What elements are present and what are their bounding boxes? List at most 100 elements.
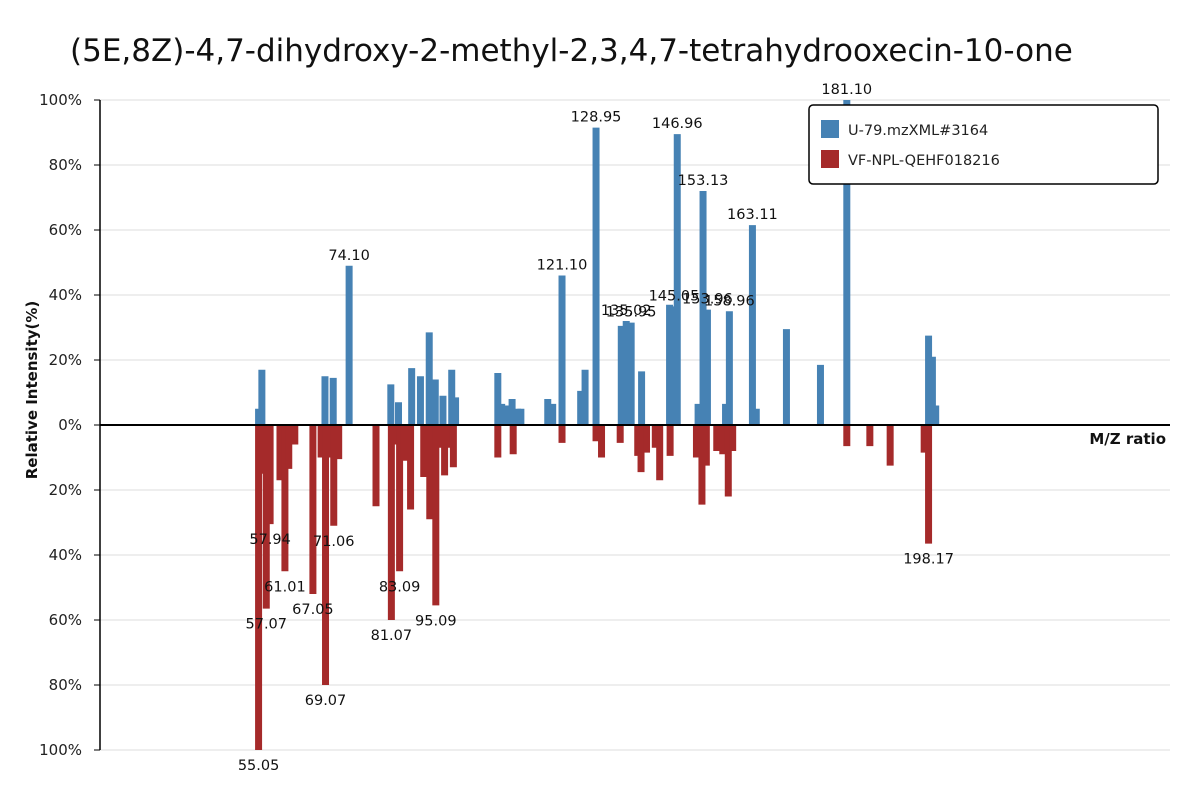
reference-peak-bar xyxy=(262,425,270,609)
reference-peak-bar xyxy=(330,425,338,526)
reference-peak-bar xyxy=(843,425,851,447)
reference-peak-bar xyxy=(266,425,274,525)
peak-label: 181.10 xyxy=(821,82,872,98)
reference-peak-bar xyxy=(713,425,721,451)
reference-peak-bar xyxy=(702,425,710,466)
reference-peak-bar xyxy=(432,425,440,606)
y-tick-label: 40% xyxy=(49,286,82,304)
reference-peak-bar xyxy=(372,425,380,507)
reference-peak-bar xyxy=(698,425,706,505)
measured-peak-bar xyxy=(816,364,824,425)
peak-label: 57.94 xyxy=(249,532,291,548)
measured-peak-bar xyxy=(752,408,760,425)
reference-peak-bar xyxy=(407,425,415,510)
legend-label-measured: U-79.mzXML#3164 xyxy=(848,123,988,139)
measured-peak-bar xyxy=(452,397,460,425)
reference-peak-bar xyxy=(258,425,266,474)
reference-peak-bar xyxy=(335,425,343,460)
reference-peak-bar xyxy=(637,425,645,473)
measured-peak-bar xyxy=(782,329,790,425)
measured-peak-bar xyxy=(694,403,702,425)
measured-peak-bar xyxy=(592,127,600,425)
reference-peak-bar xyxy=(729,425,737,451)
legend-swatch-measured xyxy=(821,120,839,138)
peak-label: 61.01 xyxy=(264,579,306,595)
measured-peak-bar xyxy=(699,191,707,425)
legend: U-79.mzXML#3164 VF-NPL-QEHF018216 xyxy=(808,104,1159,185)
measured-peak-bar xyxy=(329,377,337,425)
peak-label: 95.09 xyxy=(415,613,457,629)
measured-peak-bar xyxy=(725,311,733,425)
y-tick-label: 20% xyxy=(49,351,82,369)
measured-peak-bar xyxy=(627,322,635,425)
measured-peak-bar xyxy=(408,368,416,425)
reference-peak-bar xyxy=(692,425,700,458)
reference-peak-bar xyxy=(441,425,449,476)
measured-peak-bar xyxy=(258,369,266,425)
reference-peak-bar xyxy=(724,425,732,497)
measured-peak-bar xyxy=(577,390,585,425)
reference-peak-bar xyxy=(387,425,395,620)
measured-peak-bar xyxy=(549,403,557,425)
peak-label: 71.06 xyxy=(313,534,355,550)
reference-peak-bar xyxy=(643,425,651,453)
reference-peak-bar xyxy=(420,425,428,477)
reference-peak-bar xyxy=(494,425,502,458)
reference-peak-bar xyxy=(558,425,566,443)
spectrum-bars xyxy=(255,100,940,750)
reference-peak-bar xyxy=(436,425,444,448)
reference-peak-bar xyxy=(616,425,624,443)
reference-peak-bar xyxy=(285,425,293,469)
peak-label: 145.05 xyxy=(649,288,700,304)
reference-peak-bar xyxy=(391,425,399,445)
measured-peak-bar xyxy=(558,275,566,425)
reference-peak-bar xyxy=(400,425,408,461)
peak-label: 158.96 xyxy=(704,293,755,309)
legend-label-reference: VF-NPL-QEHF018216 xyxy=(848,153,1000,169)
y-tick-label: 0% xyxy=(58,416,82,434)
y-tick-labels: 100% 80% 60% 40% 20% 0% 20% 40% 60% 80% 100% xyxy=(39,91,100,759)
measured-peak-bar xyxy=(666,304,674,425)
measured-peak-bar xyxy=(748,225,756,425)
y-tick-label: 60% xyxy=(49,611,82,629)
peak-label: 135.95 xyxy=(606,305,657,321)
reference-peak-bar xyxy=(925,425,933,544)
measured-peak-bar xyxy=(673,134,681,425)
peak-label: 198.17 xyxy=(903,552,954,568)
reference-peak-bar xyxy=(920,425,928,453)
y-tick-label: 100% xyxy=(39,91,82,109)
peak-label: 74.10 xyxy=(328,248,370,264)
reference-peak-bar xyxy=(309,425,317,594)
reference-peak-bar xyxy=(656,425,664,481)
peak-label: 67.05 xyxy=(292,602,334,618)
chart-title: (5E,8Z)-4,7-dihydroxy-2-methyl-2,3,4,7-t… xyxy=(70,33,1073,69)
legend-swatch-reference xyxy=(821,150,839,168)
measured-peak-bar xyxy=(416,376,424,425)
measured-peak-bar xyxy=(581,369,589,425)
measured-peak-bar xyxy=(439,395,447,425)
reference-peak-bar xyxy=(719,425,727,455)
reference-peak-bar xyxy=(651,425,659,448)
y-tick-label: 60% xyxy=(49,221,82,239)
measured-peak-bar xyxy=(617,325,625,425)
y-tick-label: 20% xyxy=(49,481,82,499)
peak-label: 163.11 xyxy=(727,207,778,223)
reference-peak-bar xyxy=(396,425,404,572)
measured-peak-bar xyxy=(703,309,711,425)
measured-peak-bar xyxy=(544,399,552,425)
measured-peak-bar xyxy=(517,408,525,425)
peak-label: 69.07 xyxy=(305,693,347,709)
measured-peak-bar xyxy=(494,373,502,425)
measured-peak-bar xyxy=(638,371,646,425)
peak-label: 121.10 xyxy=(537,258,588,274)
measured-peak-bar xyxy=(498,403,506,425)
y-tick-label: 80% xyxy=(49,676,82,694)
reference-peak-bar xyxy=(886,425,894,466)
reference-peak-bar xyxy=(255,425,263,750)
measured-peak-bar xyxy=(722,403,730,425)
legend-box xyxy=(808,104,1159,185)
reference-peak-bar xyxy=(666,425,674,456)
measured-peak-bar xyxy=(928,356,936,425)
peak-label: 146.96 xyxy=(652,116,703,132)
